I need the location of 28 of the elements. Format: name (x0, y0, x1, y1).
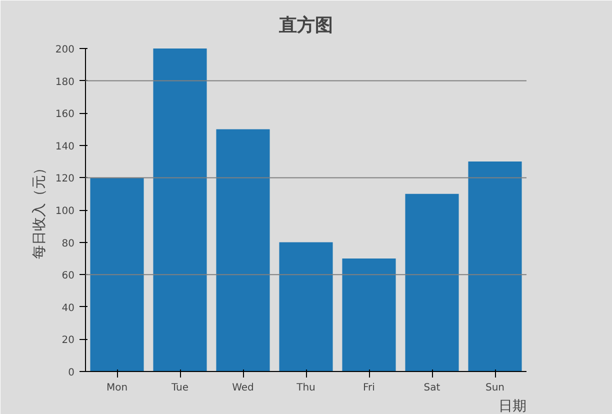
y-tick-label: 160 (55, 109, 75, 120)
y-axis-title: 每日收入（元） (31, 161, 48, 259)
bar (153, 48, 207, 372)
y-tick-label: 60 (62, 270, 75, 282)
bar (468, 162, 522, 372)
x-tick-label: Fri (363, 382, 375, 394)
y-tick-label: 180 (55, 76, 75, 88)
bar (405, 194, 459, 372)
y-tick-label: 80 (62, 238, 75, 250)
y-tick-label: 200 (55, 44, 75, 56)
x-tick-label: Wed (232, 382, 254, 394)
x-tick-label: Thu (296, 382, 316, 394)
y-tick-label: 20 (62, 335, 75, 346)
bar (279, 242, 333, 372)
bar (342, 258, 396, 372)
x-tick-label: Mon (106, 382, 128, 394)
x-tick-label: Tue (170, 382, 189, 394)
y-tick-label: 0 (68, 368, 75, 378)
chart-title: 直方图 (278, 15, 333, 36)
x-tick-label: Sun (485, 382, 505, 394)
x-tick-label: Sat (424, 382, 440, 394)
y-tick-label: 100 (55, 206, 75, 217)
y-tick-label: 120 (55, 174, 75, 185)
y-tick-label: 40 (62, 302, 75, 314)
bar (216, 129, 270, 372)
bar (90, 178, 144, 372)
y-tick-label: 140 (55, 141, 75, 152)
x-axis-title: 日期 (498, 398, 526, 414)
